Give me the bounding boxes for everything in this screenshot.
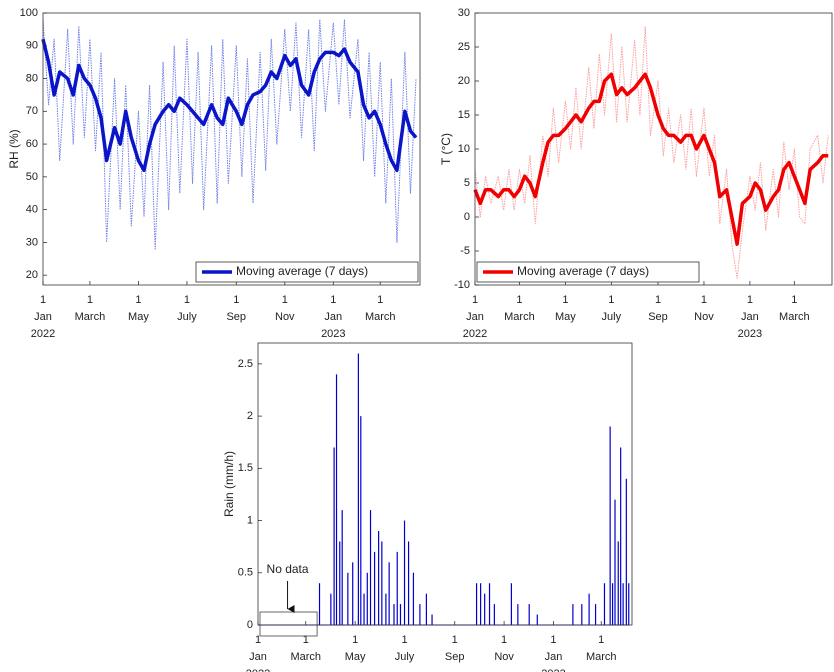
y-tick-label: 70: [26, 105, 38, 117]
x-tick-label: 2023: [738, 328, 762, 340]
x-tick-label: 1: [40, 294, 46, 306]
x-tick-label: 1: [598, 634, 604, 646]
annotation-text: No data: [267, 562, 309, 576]
x-tick-label: March: [290, 651, 321, 663]
y-tick-label: 15: [458, 109, 470, 121]
y-tick-label: 20: [26, 269, 38, 281]
x-tick-label: May: [555, 311, 576, 323]
x-tick-label: Nov: [694, 311, 714, 323]
subplot: 20 30 40 50 60 70 80 90 100 1 Jan 2022 1 March 1 May 1 Ju…: [7, 7, 421, 340]
x-tick-label: Sep: [648, 311, 668, 323]
x-tick-label: 2022: [31, 328, 55, 340]
y-tick-label: 30: [458, 7, 470, 19]
legend-label: Moving average (7 days): [517, 264, 649, 278]
x-tick-label: 1: [472, 294, 478, 306]
x-tick-label: 1: [303, 634, 309, 646]
x-tick-label: 1: [401, 634, 407, 646]
y-tick-label: 40: [26, 204, 38, 216]
legend-box: [195, 261, 419, 283]
y-tick-label: 2.5: [238, 358, 253, 370]
x-tick-label: March: [504, 311, 535, 323]
x-tick-label: July: [602, 311, 622, 323]
y-axis-label: T (°C): [439, 133, 453, 165]
x-tick-label: July: [395, 651, 415, 663]
x-tick-label: 1: [608, 294, 614, 306]
axes-frame: [474, 12, 833, 286]
x-tick-label: July: [177, 311, 197, 323]
x-tick-label: 2022: [463, 328, 487, 340]
y-tick-label: 80: [26, 72, 38, 84]
y-tick-label: 50: [26, 171, 38, 183]
x-tick-label: 1: [516, 294, 522, 306]
x-tick-label: 1: [452, 634, 458, 646]
x-tick-label: Jan: [545, 651, 563, 663]
y-tick-label: 10: [458, 143, 470, 155]
x-tick-label: 1: [87, 294, 93, 306]
x-tick-label: 2023: [541, 668, 565, 672]
x-tick-label: Jan: [466, 311, 484, 323]
x-tick-label: 1: [550, 634, 556, 646]
subplot: 0 0.5 1 1.5 2 2.5 1 Jan 2022 1 March 1 May 1 July 1 Sep 1…: [222, 342, 633, 672]
x-tick-label: Sep: [445, 651, 465, 663]
y-tick-label: 20: [458, 75, 470, 87]
y-tick-label: 2: [247, 410, 253, 422]
y-tick-label: 1: [247, 514, 253, 526]
y-axis-label: RH (%): [7, 129, 21, 168]
x-tick-label: March: [365, 311, 396, 323]
x-tick-label: May: [345, 651, 366, 663]
raw-line: [474, 26, 829, 279]
y-tick-label: 60: [26, 138, 38, 150]
x-tick-label: Jan: [741, 311, 759, 323]
x-tick-label: 1: [655, 294, 661, 306]
x-tick-label: 1: [352, 634, 358, 646]
y-tick-label: 1.5: [238, 462, 253, 474]
x-tick-label: 1: [701, 294, 707, 306]
x-tick-label: 1: [501, 634, 507, 646]
x-tick-label: 1: [562, 294, 568, 306]
x-tick-label: 1: [330, 294, 336, 306]
y-tick-label: 0.5: [238, 567, 253, 579]
x-tick-label: March: [75, 311, 106, 323]
axes-frame: [257, 342, 633, 626]
x-tick-label: 1: [233, 294, 239, 306]
no-data-box: [259, 611, 318, 637]
y-tick-label: 25: [458, 41, 470, 53]
y-tick-label: 90: [26, 40, 38, 52]
y-tick-label: -5: [460, 245, 470, 257]
x-tick-label: Nov: [275, 311, 295, 323]
x-tick-label: 1: [255, 634, 261, 646]
moving-average-line: [473, 72, 829, 246]
raw-line: [42, 19, 417, 250]
subplot: -10 -5 0 5 10 15 20 25 30 1 Jan 2022 1 March 1 May 1 July…: [439, 7, 833, 340]
x-tick-label: 1: [791, 294, 797, 306]
legend-label: Moving average (7 days): [236, 264, 368, 278]
x-tick-label: 2022: [246, 668, 270, 672]
x-tick-label: Nov: [494, 651, 514, 663]
y-axis-label: Rain (mm/h): [222, 451, 236, 517]
x-tick-label: March: [586, 651, 617, 663]
y-tick-label: 0: [247, 619, 253, 631]
x-tick-label: 1: [184, 294, 190, 306]
x-tick-label: 2023: [321, 328, 345, 340]
y-tick-label: -10: [454, 279, 470, 291]
x-tick-label: March: [779, 311, 810, 323]
moving-average-line: [41, 38, 418, 173]
x-tick-label: 1: [377, 294, 383, 306]
y-tick-label: 100: [20, 7, 38, 19]
y-tick-label: 30: [26, 236, 38, 248]
x-tick-label: Jan: [324, 311, 342, 323]
y-tick-label: 5: [464, 177, 470, 189]
x-tick-label: Jan: [249, 651, 267, 663]
x-tick-label: 1: [747, 294, 753, 306]
axes-frame: [42, 12, 421, 286]
x-tick-label: Sep: [226, 311, 246, 323]
y-tick-label: 0: [464, 211, 470, 223]
x-tick-label: May: [128, 311, 149, 323]
x-tick-label: Jan: [34, 311, 52, 323]
legend-box: [476, 261, 700, 283]
x-tick-label: 1: [282, 294, 288, 306]
x-tick-label: 1: [135, 294, 141, 306]
